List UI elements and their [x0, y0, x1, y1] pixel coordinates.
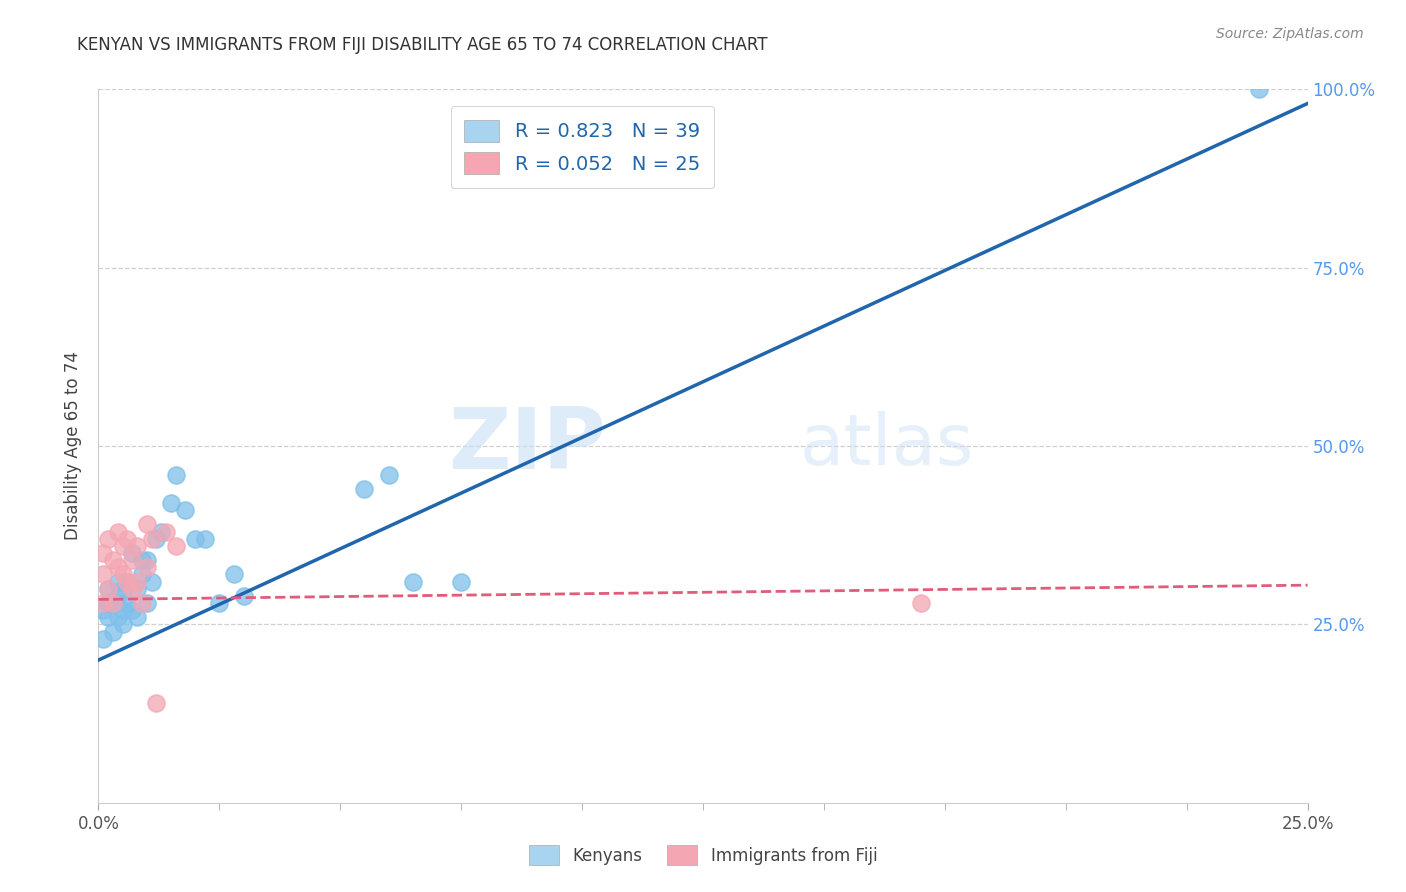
Point: [97, 596, 120, 610]
Point: [101, 596, 124, 610]
Point: [155, 524, 177, 539]
Point: [111, 617, 134, 632]
Point: [107, 574, 129, 589]
Point: [117, 596, 139, 610]
Point: [101, 553, 124, 567]
Y-axis label: Disability Age 65 to 74: Disability Age 65 to 74: [65, 351, 83, 541]
Point: [131, 567, 153, 582]
Point: [141, 574, 163, 589]
Point: [111, 567, 134, 582]
Point: [91, 596, 114, 610]
Legend: R = 0.823   N = 39, R = 0.052   N = 25: R = 0.823 N = 39, R = 0.052 N = 25: [450, 106, 714, 188]
Point: [111, 603, 134, 617]
Point: [1249, 82, 1271, 96]
Point: [97, 532, 120, 546]
Point: [91, 546, 114, 560]
Point: [97, 610, 120, 624]
Point: [135, 517, 157, 532]
Text: KENYAN VS IMMIGRANTS FROM FIJI DISABILITY AGE 65 TO 74 CORRELATION CHART: KENYAN VS IMMIGRANTS FROM FIJI DISABILIT…: [77, 36, 768, 54]
Point: [353, 482, 375, 496]
Point: [165, 467, 187, 482]
Point: [101, 624, 124, 639]
Point: [402, 574, 425, 589]
Point: [121, 553, 143, 567]
Point: [208, 596, 231, 610]
Point: [127, 539, 149, 553]
Text: atlas: atlas: [800, 411, 974, 481]
Point: [377, 467, 399, 482]
Point: [121, 582, 143, 596]
Point: [91, 603, 114, 617]
Point: [131, 596, 153, 610]
Point: [107, 610, 129, 624]
Point: [145, 696, 167, 710]
Point: [111, 582, 134, 596]
Point: [194, 532, 217, 546]
Point: [145, 532, 167, 546]
Text: Source: ZipAtlas.com: Source: ZipAtlas.com: [1216, 27, 1364, 41]
Point: [107, 560, 129, 574]
Point: [135, 596, 157, 610]
Point: [135, 560, 157, 574]
Point: [174, 503, 197, 517]
Point: [450, 574, 472, 589]
Point: [97, 582, 120, 596]
Point: [121, 546, 143, 560]
Point: [150, 524, 173, 539]
Point: [141, 532, 163, 546]
Point: [127, 574, 149, 589]
Point: [222, 567, 245, 582]
Point: [117, 574, 139, 589]
Point: [91, 567, 114, 582]
Point: [91, 632, 114, 646]
Point: [97, 582, 120, 596]
Point: [135, 553, 157, 567]
Point: [111, 539, 134, 553]
Point: [107, 589, 129, 603]
Point: [184, 532, 207, 546]
Legend: Kenyans, Immigrants from Fiji: Kenyans, Immigrants from Fiji: [519, 836, 887, 875]
Text: ZIP: ZIP: [449, 404, 606, 488]
Point: [117, 532, 139, 546]
Point: [910, 596, 932, 610]
Point: [165, 539, 187, 553]
Point: [121, 603, 143, 617]
Point: [127, 582, 149, 596]
Point: [232, 589, 254, 603]
Point: [160, 496, 183, 510]
Point: [127, 610, 149, 624]
Point: [107, 524, 129, 539]
Point: [131, 553, 153, 567]
Point: [117, 574, 139, 589]
Point: [101, 596, 124, 610]
